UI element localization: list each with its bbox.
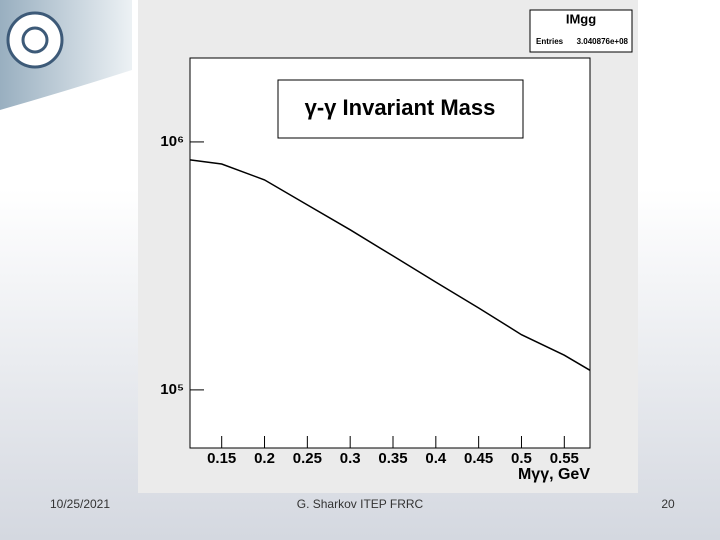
y-tick-label: 10⁵	[160, 381, 184, 398]
x-tick-label: 0.4	[425, 450, 447, 467]
title-box	[277, 79, 524, 139]
x-tick-label: 0.15	[207, 450, 236, 467]
x-tick-label: 0.3	[340, 450, 361, 467]
logo-inner	[21, 26, 49, 54]
x-tick-label: 0.2	[254, 450, 275, 467]
x-tick-label: 0.35	[378, 450, 407, 467]
x-tick-label: 0.5	[511, 450, 532, 467]
footer-date: 10/25/2021	[50, 497, 110, 511]
y-tick-label: 10⁶	[160, 133, 184, 150]
stats-entries-label: Entries	[536, 37, 564, 46]
stats-box	[529, 9, 633, 53]
stats-name: IMgg	[566, 11, 596, 26]
x-tick-label: 0.25	[293, 450, 322, 467]
x-tick-label: 0.45	[464, 450, 493, 467]
footer-author: G. Sharkov ITEP FRRC	[297, 497, 424, 511]
x-tick-label: 0.55	[550, 450, 579, 467]
footer-page: 20	[661, 497, 675, 511]
chart-title: γ-γ Invariant Mass	[305, 95, 496, 120]
x-axis-label: Mγγ, GeV	[518, 466, 590, 483]
data-line	[189, 159, 591, 371]
stats-entries: 3.040876e+08	[577, 37, 629, 46]
logo	[6, 11, 64, 69]
